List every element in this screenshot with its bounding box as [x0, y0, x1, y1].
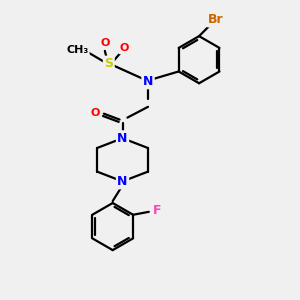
- Text: N: N: [117, 132, 128, 145]
- Text: S: S: [104, 57, 113, 70]
- Text: O: O: [120, 43, 129, 53]
- Text: N: N: [143, 75, 153, 88]
- Text: O: O: [90, 108, 100, 118]
- Text: F: F: [152, 204, 161, 218]
- Text: Br: Br: [208, 13, 224, 26]
- Text: N: N: [117, 175, 128, 188]
- Text: CH₃: CH₃: [66, 45, 88, 55]
- Text: O: O: [100, 38, 110, 48]
